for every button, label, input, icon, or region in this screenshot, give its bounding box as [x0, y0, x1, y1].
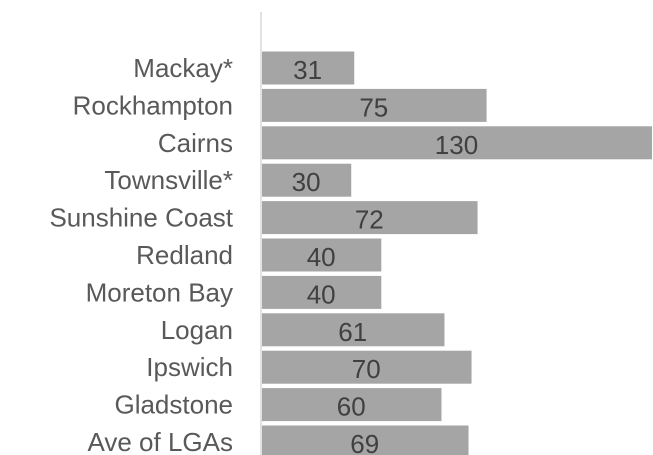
bar-mackay: [262, 51, 355, 85]
bar-logan: [262, 313, 445, 347]
bar-ipswich: [262, 350, 472, 384]
data-label: 61: [338, 317, 367, 347]
data-label: 130: [435, 130, 478, 160]
data-label: 30: [292, 167, 321, 197]
data-label: 40: [307, 242, 336, 272]
category-label: Logan: [161, 315, 233, 345]
category-label: Mackay*: [133, 53, 233, 83]
category-label: Sunshine Coast: [49, 203, 233, 233]
bar-redland: [262, 238, 382, 272]
bar-rockhampton: [262, 88, 487, 122]
bar-ave-of-lgas: [262, 425, 469, 455]
data-label: 70: [352, 354, 381, 384]
data-label: 69: [350, 429, 379, 455]
data-label: 72: [355, 205, 384, 235]
data-label: 60: [337, 392, 366, 422]
category-labels: Mackay* Rockhampton Cairns Townsville* Sunsh…: [49, 53, 233, 455]
bars-layer: [262, 51, 652, 455]
bar-cairns: [262, 126, 652, 160]
category-label: Redland: [136, 240, 233, 270]
bar-townsville: [262, 163, 352, 197]
category-label: Cairns: [158, 128, 233, 158]
bar-sunshine-coast: [262, 201, 478, 235]
data-label: 31: [293, 55, 322, 85]
data-label: 75: [359, 92, 388, 122]
bar-moreton-bay: [262, 275, 382, 309]
category-label: Ipswich: [146, 352, 233, 382]
category-label: Moreton Bay: [86, 277, 233, 307]
category-label: Gladstone: [114, 390, 233, 420]
category-label: Townsville*: [104, 165, 233, 195]
category-label: Ave of LGAs: [88, 427, 234, 455]
bar-gladstone: [262, 388, 442, 422]
category-label: Rockhampton: [73, 90, 233, 120]
data-label: 40: [307, 279, 336, 309]
